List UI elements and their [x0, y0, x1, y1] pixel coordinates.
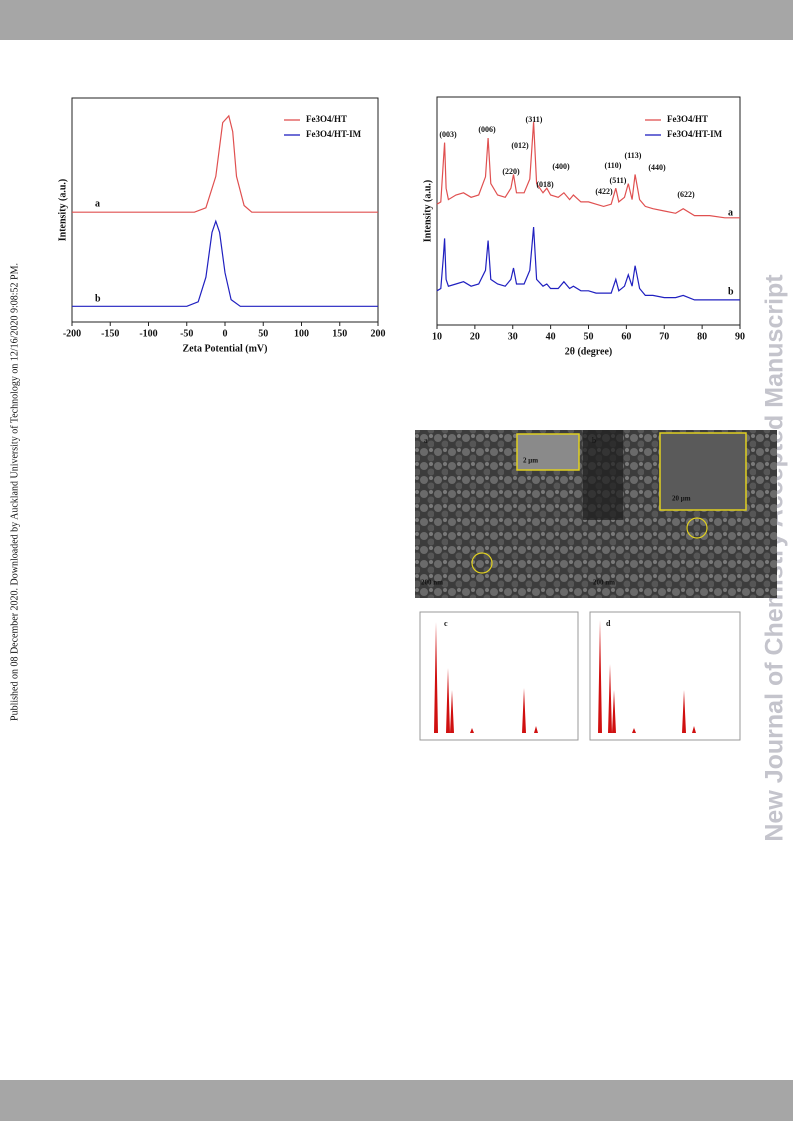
eds-panel [419, 611, 579, 741]
x-tick-label: 40 [546, 331, 556, 342]
eds-figure: c d [419, 611, 741, 741]
x-tick-label: -200 [63, 328, 81, 339]
x-tick-label: 200 [371, 328, 386, 339]
sem-figure: a b 2 μm 20 μm 200 nm 200 nm [415, 430, 777, 598]
x-tick-label: 50 [258, 328, 268, 339]
x-tick-label: -50 [180, 328, 193, 339]
x-tick-label: 150 [332, 328, 347, 339]
peak-label: (113) [625, 151, 642, 160]
peak-label: (220) [502, 167, 520, 176]
curve-label: b [95, 293, 101, 304]
header-bar [0, 0, 793, 40]
x-tick-label: 100 [294, 328, 309, 339]
x-tick-label: 70 [659, 331, 669, 342]
x-tick-label: -100 [139, 328, 157, 339]
legend-label: Fe3O4/HT [306, 114, 347, 124]
panel-label: a [424, 436, 428, 445]
peak-label: (311) [526, 115, 543, 124]
peak-label: (110) [605, 161, 622, 170]
x-tick-label: 50 [584, 331, 594, 342]
peak-label: (012) [511, 141, 529, 150]
peak-label: (440) [648, 163, 666, 172]
peak-label: (003) [439, 130, 457, 139]
legend-label: Fe3O4/HT-IM [667, 129, 723, 139]
series-line [72, 219, 378, 307]
y-axis-label: Intensity (a.u.) [422, 180, 433, 243]
shadow [583, 430, 623, 520]
legend-label: Fe3O4/HT [667, 114, 708, 124]
peak-label: (400) [552, 162, 570, 171]
y-axis-label: Intensity (a.u.) [57, 179, 68, 242]
peak-label: (622) [677, 190, 695, 199]
x-tick-label: 80 [697, 331, 707, 342]
peak-label: (511) [610, 176, 627, 185]
scale-label: 200 nm [421, 579, 443, 587]
x-tick-label: 90 [735, 331, 745, 342]
x-tick-label: 10 [432, 331, 442, 342]
x-tick-label: 0 [223, 328, 228, 339]
scale-label: 200 nm [593, 579, 615, 587]
x-tick-label: 20 [470, 331, 480, 342]
peak-label: (006) [478, 125, 496, 134]
curve-label: b [728, 286, 734, 297]
footer-bar [0, 1080, 793, 1121]
panel-label: c [444, 619, 448, 628]
eds-spectrum [595, 620, 735, 733]
inset [516, 433, 580, 471]
x-tick-label: -150 [101, 328, 119, 339]
eds-panel [589, 611, 741, 741]
x-axis-label: 2θ (degree) [565, 346, 613, 357]
curve-label: a [728, 207, 733, 218]
x-tick-label: 30 [508, 331, 518, 342]
download-note: Published on 08 December 2020. Downloade… [9, 263, 20, 721]
legend-label: Fe3O4/HT-IM [306, 129, 362, 139]
x-tick-label: 60 [621, 331, 631, 342]
x-axis-label: Zeta Potential (mV) [183, 343, 268, 354]
circle-marker [686, 517, 708, 539]
series-line [72, 114, 378, 213]
curve-label: a [95, 198, 100, 209]
panel-label: b [592, 436, 596, 445]
peak-label: (018) [536, 180, 554, 189]
circle-marker [471, 552, 493, 574]
series-line [436, 226, 740, 301]
panel-label: d [606, 619, 611, 628]
inset [659, 432, 747, 511]
series-line [436, 122, 740, 219]
scale-label: 2 μm [523, 457, 538, 465]
peak-label: (422) [595, 187, 613, 196]
scale-label: 20 μm [672, 495, 691, 503]
